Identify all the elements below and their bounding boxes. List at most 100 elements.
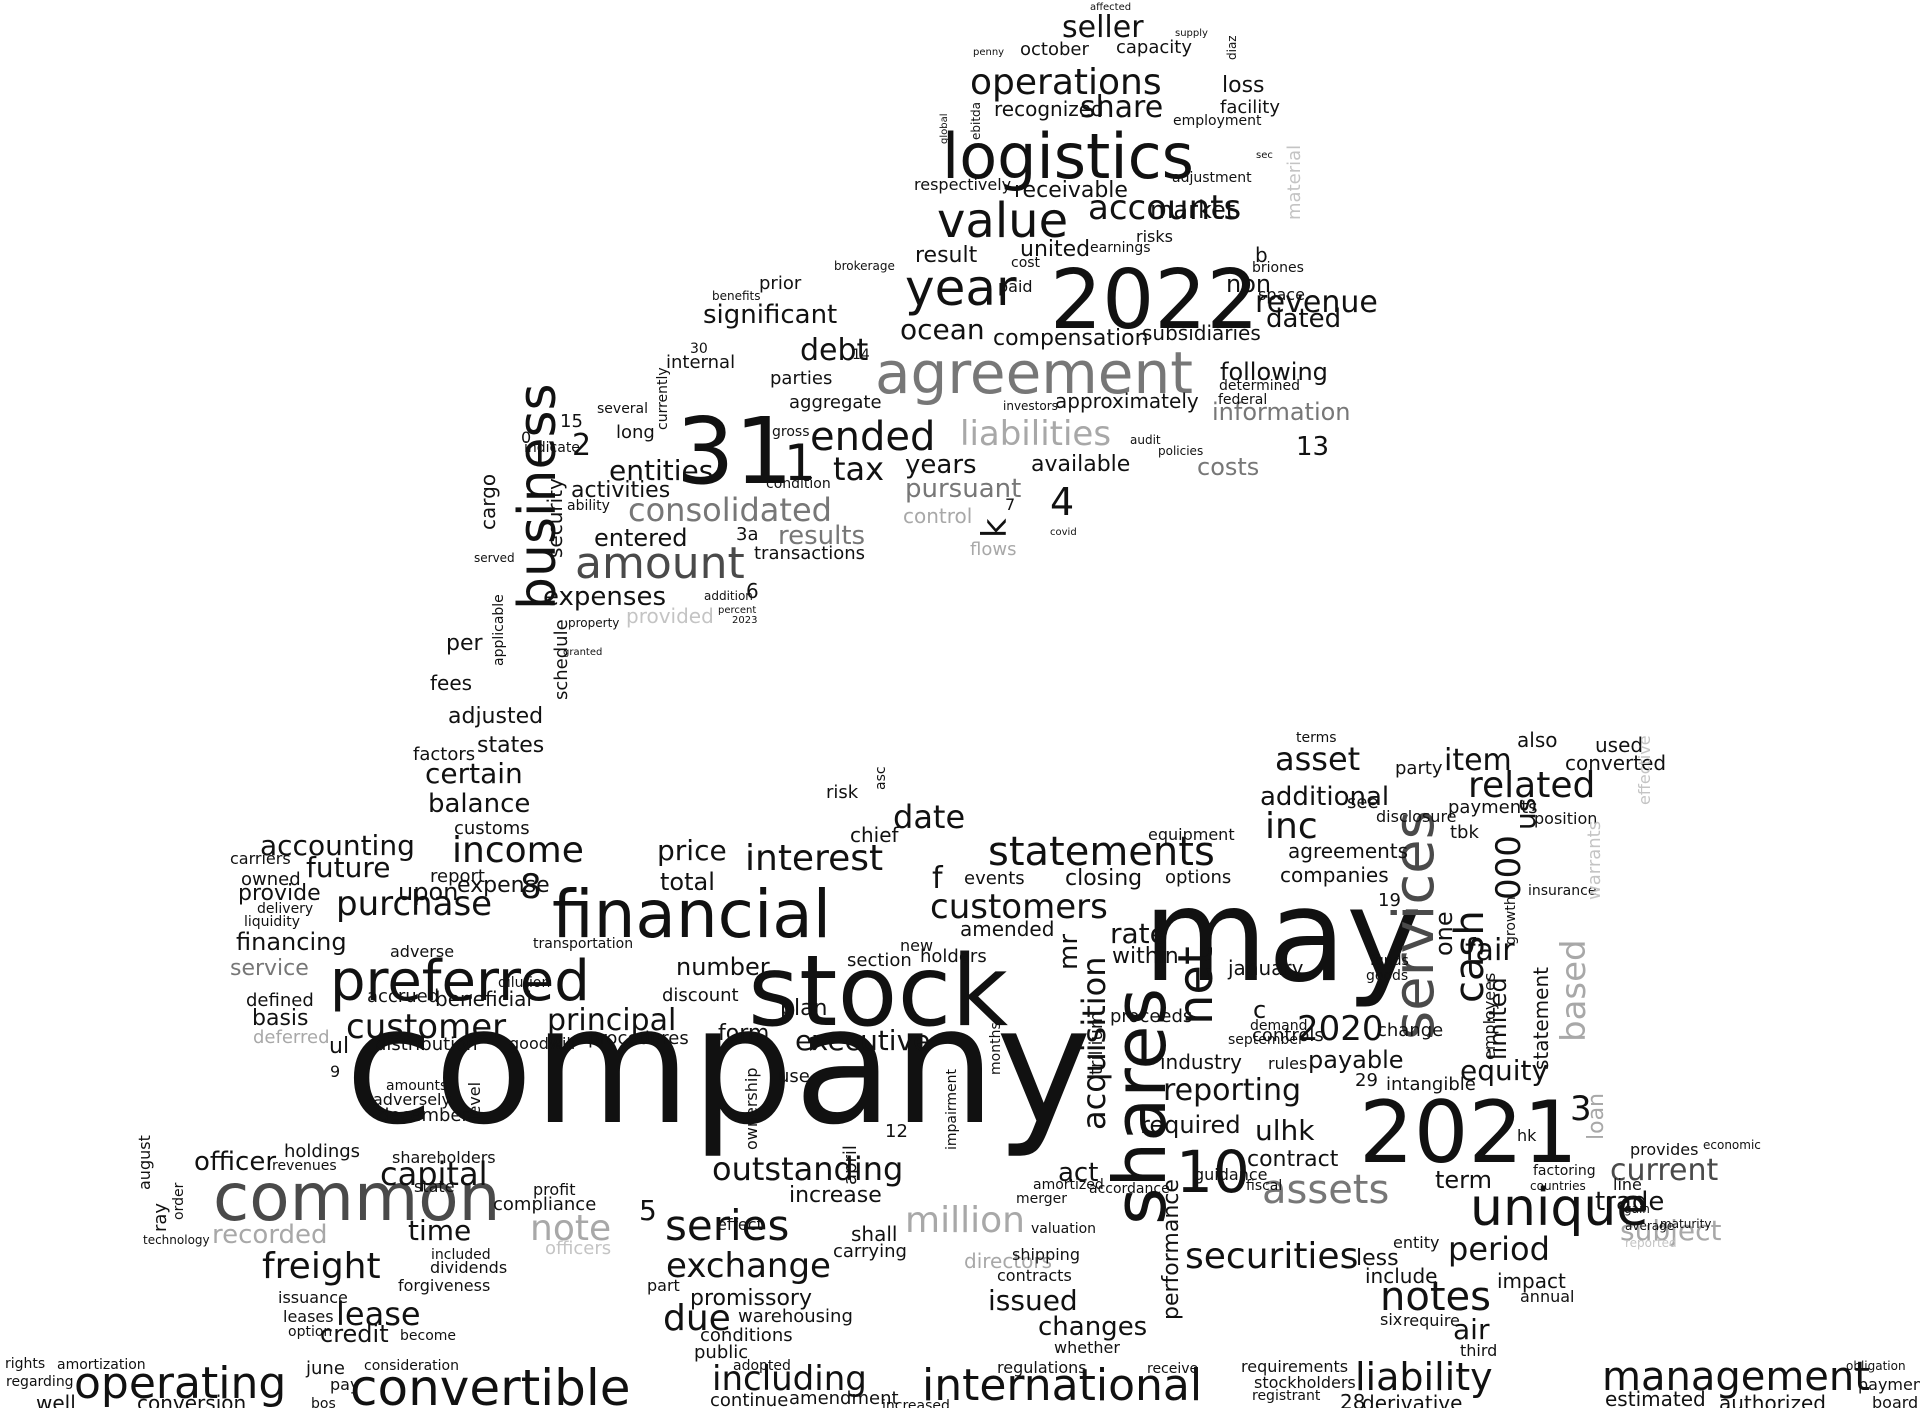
word-warehousing: warehousing (738, 1306, 853, 1327)
word-7: 7 (1005, 495, 1015, 514)
word-customer: customer (346, 1007, 506, 1047)
word-accounting: accounting (260, 829, 415, 862)
word-cash: cash (1447, 910, 1493, 1003)
word-section: section (847, 950, 912, 971)
word-ability: ability (567, 498, 610, 514)
word-use: use (778, 1066, 810, 1087)
word-prior: prior (759, 273, 802, 294)
word-transportation: transportation (533, 936, 633, 952)
word-related: related (1468, 765, 1595, 806)
word-receivable: receivable (1014, 178, 1128, 203)
word-5: 5 (639, 1194, 657, 1227)
word-2020: 2020 (1297, 1009, 1384, 1049)
word-demand: demand (1250, 1018, 1307, 1034)
word-transactions: transactions (754, 543, 865, 564)
word-used: used (1595, 733, 1643, 757)
word-customers: customers (930, 887, 1108, 927)
word-schedule: schedule (551, 619, 572, 700)
word-amounts: amounts (386, 1078, 447, 1094)
word-following: following (1220, 358, 1328, 386)
word-gain: gain (1624, 1202, 1650, 1216)
word-amended: amended (960, 917, 1054, 941)
word-capital: capital (380, 1155, 487, 1193)
word-shares: shares (1098, 988, 1182, 1225)
word-accordance: accordance (1089, 1181, 1170, 1197)
word-goods: goods (1366, 968, 1408, 984)
word-certain: certain (425, 757, 523, 790)
word-impact: impact (1497, 1269, 1566, 1293)
word-changes: changes (1038, 1312, 1147, 1342)
word-chief: chief (850, 823, 900, 847)
word-years: years (905, 450, 977, 480)
word-factoring: factoring (1533, 1163, 1596, 1179)
word-federal: federal (1218, 392, 1267, 408)
word-preferred: preferred (330, 949, 590, 1014)
word-authorized: authorized (1719, 1391, 1826, 1408)
word-security: security (543, 478, 567, 558)
word-benefits: benefits (712, 289, 761, 303)
word-adopted: adopted (733, 1358, 791, 1374)
word-regarding: regarding (6, 1374, 74, 1390)
word-long: long (616, 422, 655, 443)
word-operations: operations (970, 62, 1162, 103)
word-bos: bos (311, 1396, 336, 1408)
word-adversely: adversely (373, 1090, 451, 1109)
word-growth: growth (1503, 896, 1519, 945)
word-covid: covid (1050, 527, 1077, 538)
word-several: several (597, 401, 648, 417)
word-8: 8 (520, 867, 542, 907)
word-indicate: indicate (524, 440, 580, 456)
word-ocean: ocean (900, 313, 985, 346)
word-holdings: holdings (284, 1141, 360, 1162)
word-become: become (400, 1328, 456, 1344)
word-receive: receive (1147, 1361, 1198, 1377)
word-insurance: insurance (1528, 883, 1596, 899)
word-time: time (408, 1214, 471, 1247)
word-investors: investors (1003, 399, 1058, 413)
word-position: position (1534, 809, 1597, 828)
word-diaz: diaz (1225, 35, 1239, 60)
word-reported: reported (1625, 1236, 1677, 1250)
word-hk: hk (1517, 1126, 1537, 1145)
word-amendment: amendment (789, 1388, 899, 1408)
word-f: f (932, 861, 944, 896)
word-compliance: compliance (493, 1194, 596, 1215)
word-whether: whether (1054, 1338, 1120, 1357)
word-approximately: approximately (1055, 389, 1199, 413)
word-debt: debt (800, 333, 869, 368)
word-pay: pay (330, 1375, 359, 1394)
word-non: non (1226, 270, 1271, 298)
word-million: million (905, 1200, 1025, 1241)
word-service: service (230, 956, 309, 981)
word-well: well (36, 1391, 76, 1408)
word-six: six (1380, 1310, 1402, 1329)
word-basis: basis (252, 1006, 308, 1031)
word-unique: unique (1470, 1178, 1648, 1238)
word-per: per (446, 631, 484, 656)
word-current: current (1610, 1153, 1718, 1188)
word-14: 14 (852, 347, 870, 363)
word-countries: countries (1530, 1179, 1586, 1193)
word-delivery: delivery (257, 901, 313, 917)
word-expenses: expenses (543, 582, 666, 612)
word-0: 0 (521, 428, 531, 447)
word-balance: balance (428, 789, 530, 819)
word-k: k (975, 518, 1015, 538)
word-may: may (1143, 862, 1422, 1011)
word-technology: technology (143, 1233, 210, 1247)
word-holders: holders (920, 946, 987, 967)
word-financial: financial (552, 876, 831, 953)
word-closing: closing (1065, 866, 1142, 891)
word-companies: companies (1280, 863, 1389, 887)
word-plan: plan (780, 996, 828, 1021)
word-future: future (306, 851, 390, 884)
word-conditions: conditions (700, 1325, 793, 1346)
word-rules: rules (1268, 1054, 1307, 1073)
word-000: 000 (1489, 835, 1529, 900)
word-asset: asset (1275, 740, 1360, 778)
word-credit: credit (320, 1320, 389, 1348)
word-reporting: reporting (1163, 1073, 1301, 1108)
word-stockholders: stockholders (1254, 1373, 1356, 1392)
word-interest: interest (745, 838, 883, 879)
word-29: 29 (1355, 1070, 1378, 1091)
